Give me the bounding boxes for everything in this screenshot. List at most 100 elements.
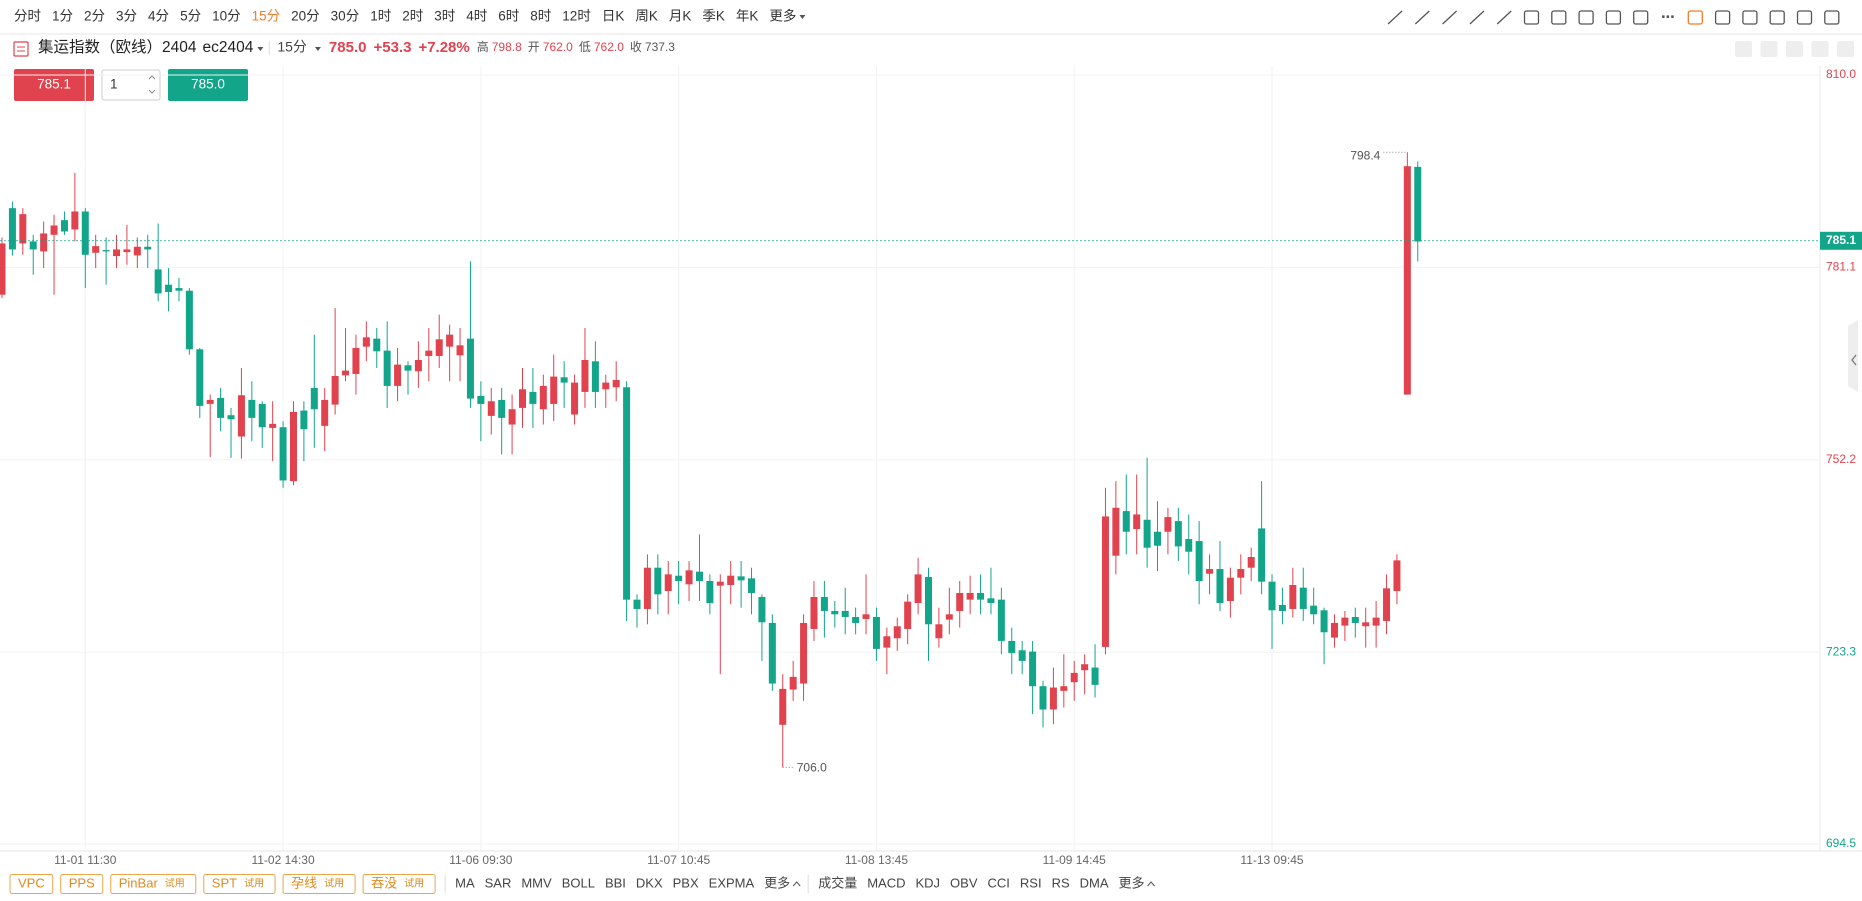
period-tab[interactable]: 年K (736, 9, 759, 24)
pattern-label[interactable]: 孕线 (291, 875, 317, 890)
candle-body (498, 399, 506, 418)
indicator-tab[interactable]: CCI (988, 875, 1010, 890)
pattern-label[interactable]: SPT (212, 875, 237, 890)
pattern-label[interactable]: 吞没 (371, 875, 397, 890)
candle-body (727, 575, 735, 586)
period-tab[interactable]: 10分 (212, 9, 241, 24)
tool-icon[interactable] (1633, 10, 1649, 25)
pattern-label[interactable]: PPS (69, 875, 95, 890)
period-tab[interactable]: 1分 (52, 9, 73, 24)
pattern-chip[interactable] (9, 874, 54, 894)
tool-icon[interactable] (1442, 10, 1458, 25)
indicator-tab[interactable]: KDJ (915, 875, 940, 890)
candle-body (1403, 166, 1411, 395)
period-tab[interactable]: 周K (635, 9, 658, 24)
period-tab[interactable]: 3时 (434, 9, 455, 24)
candle-body (342, 370, 350, 376)
panel-button[interactable] (1811, 41, 1829, 57)
candle-body (1330, 622, 1338, 638)
stat-value: 762.0 (594, 40, 624, 54)
pattern-label[interactable]: PinBar (119, 875, 159, 890)
indicator-tab[interactable]: DKX (636, 875, 663, 890)
period-tab[interactable]: 30分 (331, 9, 360, 24)
tool-icon[interactable] (1687, 10, 1703, 25)
candle-body (633, 599, 641, 609)
period-tab[interactable]: 4分 (148, 9, 169, 24)
tool-icon[interactable]: ⋯ (1661, 9, 1675, 25)
tool-icon[interactable] (1796, 10, 1813, 25)
period-tab[interactable]: 2时 (402, 9, 423, 24)
qty-input[interactable] (101, 69, 161, 101)
indicator-tab[interactable]: DMA (1080, 875, 1109, 890)
tool-icon[interactable] (1469, 10, 1485, 25)
period-tab[interactable]: 3分 (116, 9, 137, 24)
period-tab[interactable]: 2分 (84, 9, 105, 24)
tool-icon[interactable] (1523, 10, 1540, 25)
indicator-tab[interactable]: RSI (1020, 875, 1042, 890)
tool-icon[interactable] (1714, 10, 1731, 25)
period-tab[interactable]: 更多 (769, 8, 796, 24)
candle-body (289, 411, 297, 482)
tool-icon[interactable] (1824, 10, 1840, 25)
indicator-tab[interactable]: PBX (673, 875, 699, 890)
period-tab[interactable]: 4时 (466, 9, 487, 24)
stat-value: 762.0 (543, 40, 573, 54)
indicator-tab[interactable]: EXPMA (709, 875, 755, 890)
period-select[interactable]: 15分 (277, 39, 307, 55)
period-tab[interactable]: 1时 (370, 9, 391, 24)
pattern-chip[interactable] (203, 874, 276, 894)
panel-button[interactable] (1786, 41, 1803, 57)
tool-icon[interactable] (1414, 10, 1430, 25)
period-tab[interactable]: 5分 (180, 9, 201, 24)
candle-body (945, 614, 953, 620)
tool-icon[interactable] (1769, 10, 1785, 25)
tool-icon[interactable] (1742, 10, 1758, 25)
candle-body (800, 622, 808, 684)
stat-label: 低 (579, 40, 591, 54)
tool-icon[interactable] (1496, 10, 1512, 25)
period-tab[interactable]: 分时 (14, 9, 41, 24)
indicator-tab[interactable]: BOLL (562, 875, 595, 890)
expand-caret (1147, 881, 1155, 887)
pattern-chip[interactable] (110, 874, 197, 894)
pattern-chip[interactable] (282, 874, 356, 894)
period-tab[interactable]: 8时 (530, 9, 551, 24)
pattern-chip[interactable] (362, 874, 436, 894)
indicator-tab[interactable]: MA (455, 875, 475, 890)
panel-button[interactable] (1837, 41, 1854, 57)
candle-body (477, 395, 485, 404)
indicator-tab[interactable]: MACD (867, 875, 905, 890)
pattern-chip[interactable] (60, 874, 104, 894)
collapse-tab[interactable] (1848, 320, 1858, 392)
candle-body (1341, 617, 1349, 626)
pattern-label[interactable]: VPC (18, 875, 45, 890)
indicator-tab[interactable]: BBI (605, 875, 626, 890)
tool-icon[interactable] (1578, 10, 1594, 25)
tool-icon[interactable] (1551, 10, 1567, 25)
indicator-tab[interactable]: MMV (521, 875, 552, 890)
tool-icon[interactable] (1605, 10, 1622, 25)
indicator-tab[interactable]: OBV (950, 875, 978, 890)
candle-body (1174, 521, 1182, 547)
indicator-tab[interactable]: RS (1052, 875, 1070, 890)
period-tab[interactable]: 日K (602, 9, 625, 24)
indicator-tab[interactable]: 成交量 (818, 875, 857, 890)
period-tab[interactable]: 月K (669, 9, 692, 24)
period-tab[interactable]: 12时 (562, 9, 591, 24)
indicator-tab[interactable]: SAR (485, 875, 512, 890)
buy-button[interactable] (168, 69, 248, 101)
tool-icon[interactable] (1387, 10, 1403, 25)
period-tab[interactable]: 6时 (498, 9, 519, 24)
y-tick-label: 694.5 (1826, 836, 1856, 850)
indicator-tab[interactable]: 更多 (764, 875, 790, 890)
panel-button[interactable] (1760, 41, 1778, 57)
indicator-tab[interactable]: 更多 (1119, 875, 1145, 890)
period-tab[interactable]: 季K (702, 9, 725, 24)
period-tab[interactable]: 15分 (252, 9, 281, 24)
sell-button[interactable] (14, 69, 94, 101)
y-tick-label: 781.1 (1826, 260, 1856, 274)
collapse-icon (1851, 354, 1857, 366)
candle-body (883, 636, 891, 648)
period-tab[interactable]: 20分 (291, 9, 320, 24)
panel-button[interactable] (1735, 41, 1752, 57)
